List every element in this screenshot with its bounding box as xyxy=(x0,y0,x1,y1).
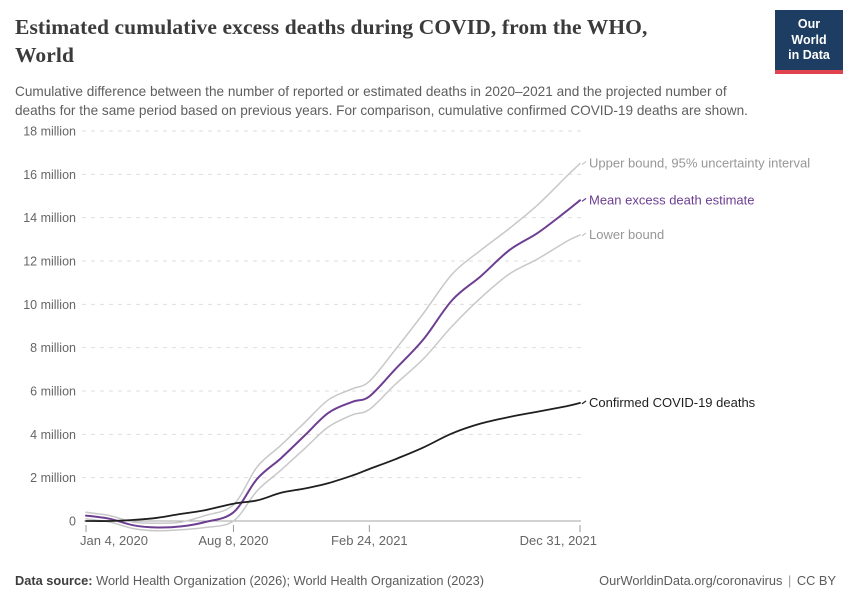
x-tick-label: Dec 31, 2021 xyxy=(520,533,597,548)
data-source-note: Data source: World Health Organization (… xyxy=(15,573,484,588)
y-tick-label: 6 million xyxy=(30,385,76,399)
y-tick-label: 16 million xyxy=(23,168,76,182)
chart-header: Estimated cumulative excess deaths durin… xyxy=(0,0,850,121)
owid-logo: Our World in Data xyxy=(775,10,843,74)
license-label: CC BY xyxy=(796,573,836,588)
owid-url-link[interactable]: OurWorldinData.org/coronavirus xyxy=(599,573,783,588)
y-tick-label: 2 million xyxy=(30,471,76,485)
footer-separator: | xyxy=(788,573,792,588)
series-label-mean: Mean excess death estimate xyxy=(589,192,754,207)
series-label-lower: Lower bound xyxy=(589,227,664,242)
y-tick-label: 18 million xyxy=(23,125,76,139)
series-line-mean xyxy=(85,199,581,529)
data-source-label: Data source: xyxy=(15,573,93,588)
y-tick-label: 14 million xyxy=(23,211,76,225)
chart-subtitle: Cumulative difference between the number… xyxy=(15,83,748,119)
owid-logo-line2: in Data xyxy=(788,48,830,63)
y-tick-label: 10 million xyxy=(23,298,76,312)
y-tick-label: 12 million xyxy=(23,255,76,269)
series-label-connector-confirmed xyxy=(581,400,587,405)
series-label-upper: Upper bound, 95% uncertainty interval xyxy=(589,156,810,171)
series-label-connector-mean xyxy=(581,197,587,202)
series-label-confirmed: Confirmed COVID-19 deaths xyxy=(589,395,756,410)
series-line-lower xyxy=(85,234,581,532)
owid-logo-accent-bar xyxy=(775,69,843,74)
page-title-line2: World xyxy=(15,43,75,68)
series-label-connector-lower xyxy=(581,232,587,237)
page-title: Estimated cumulative excess deaths durin… xyxy=(15,13,750,70)
data-source-value: World Health Organization (2026); World … xyxy=(96,573,484,588)
x-tick-label: Feb 24, 2021 xyxy=(331,533,408,548)
page-title-line1: Estimated cumulative excess deaths durin… xyxy=(15,15,648,39)
series-line-confirmed xyxy=(85,402,581,522)
x-tick-label: Jan 4, 2020 xyxy=(80,533,148,548)
series-label-connector-upper xyxy=(581,161,587,165)
chart-footer: Data source: World Health Organization (… xyxy=(0,573,850,588)
x-tick-label: Aug 8, 2020 xyxy=(198,533,268,548)
y-tick-label: 0 xyxy=(69,515,76,529)
owid-logo-line1: Our World xyxy=(791,17,827,47)
series-line-upper xyxy=(85,162,581,524)
license-note: OurWorldinData.org/coronavirus | CC BY xyxy=(599,573,836,588)
y-tick-label: 4 million xyxy=(30,428,76,442)
y-tick-label: 8 million xyxy=(30,341,76,355)
